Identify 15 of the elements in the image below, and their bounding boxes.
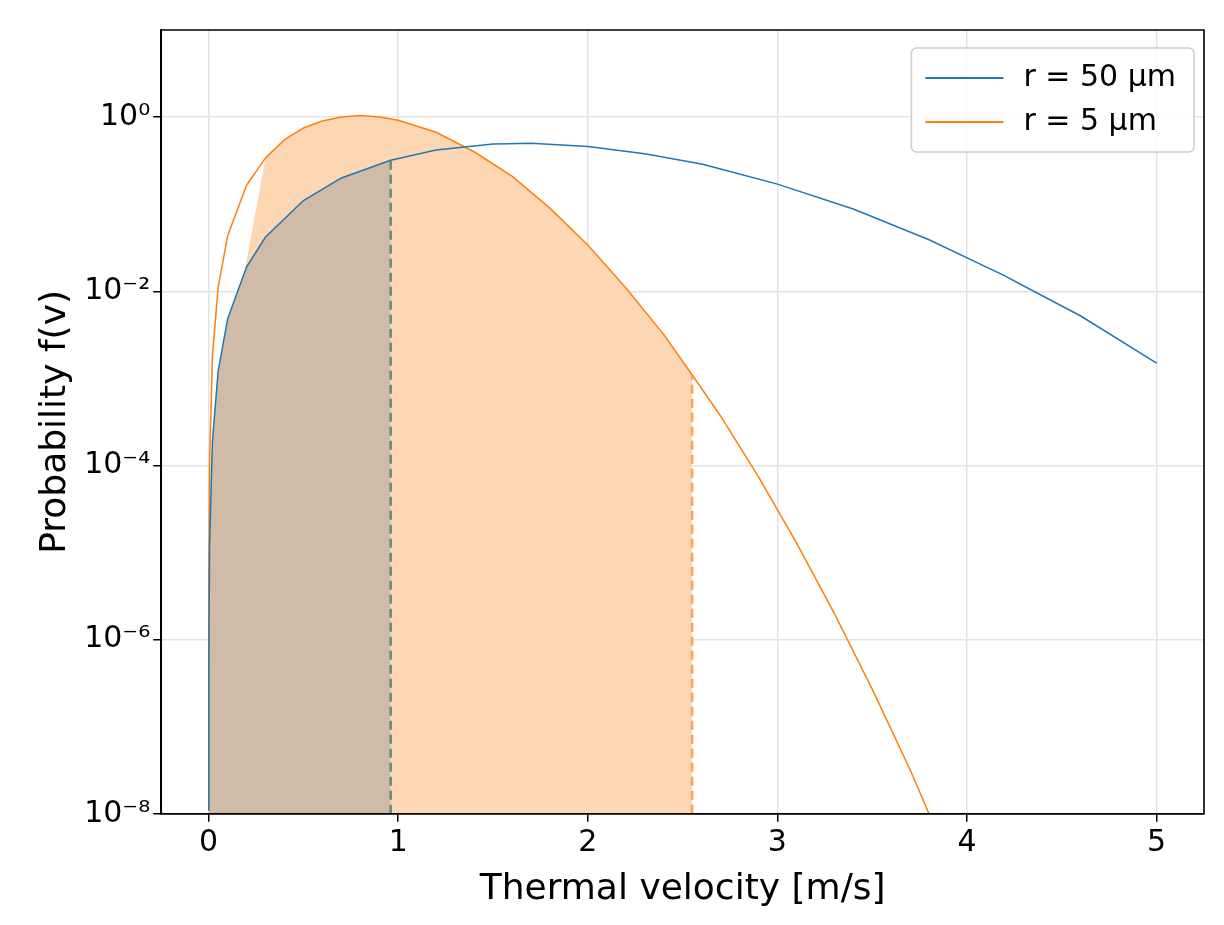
y-tick-label: 10⁰ [100,96,151,132]
y-tick-label: 10⁻² [84,271,151,307]
x-tick-label: 4 [957,822,977,858]
x-tick-label: 0 [199,822,219,858]
x-tick-label: 3 [767,822,787,858]
legend-label: r = 5 μm [1023,101,1157,137]
y-tick-label: 10⁻⁴ [84,445,151,481]
y-tick-label: 10⁻⁸ [84,793,151,829]
y-tick-label: 10⁻⁶ [84,619,151,655]
legend-label: r = 50 μm [1023,57,1177,93]
x-tick-label: 1 [388,822,408,858]
x-tick-label: 5 [1147,822,1167,858]
x-tick-label: 2 [578,822,598,858]
x-axis-title: Thermal velocity [m/s] [478,865,886,907]
y-axis-title: Probability f(v) [31,289,73,554]
